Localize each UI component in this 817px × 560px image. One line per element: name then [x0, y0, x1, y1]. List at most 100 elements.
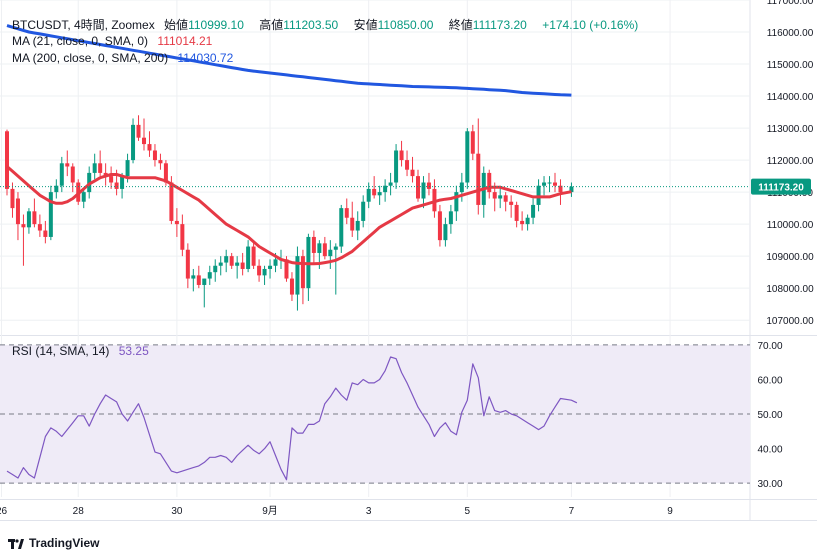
candle-up — [531, 198, 536, 225]
candle-down — [509, 195, 514, 218]
candle-up — [218, 256, 223, 276]
candle-body — [470, 131, 475, 154]
candle-up — [191, 268, 196, 292]
candle-body — [569, 186, 574, 193]
candle-up — [235, 256, 240, 279]
time-tick-label: 26 — [0, 506, 8, 517]
candle-body — [339, 208, 344, 247]
candle-down — [372, 176, 377, 199]
candle-down — [553, 172, 557, 193]
rsi-panel-background — [0, 344, 750, 484]
candle-body — [125, 160, 130, 177]
price-tick-label: 112000.00 — [767, 156, 814, 167]
candle-body — [514, 204, 519, 221]
price-tick-label: 109000.00 — [766, 252, 814, 263]
tradingview-text: TradingView — [29, 536, 100, 550]
candle-up — [388, 172, 393, 196]
candle-body — [43, 230, 48, 237]
candle-up — [328, 240, 333, 269]
last-price-label: 111173.20 — [758, 183, 804, 194]
candle-body — [163, 163, 168, 183]
legend-rsi[interactable]: RSI (14, SMA, 14) 53.25 — [12, 344, 155, 358]
candle-down — [65, 150, 70, 177]
candle-up — [498, 185, 503, 209]
candle-down — [21, 214, 26, 266]
candle-down — [470, 124, 475, 161]
candle-down — [410, 156, 415, 183]
candle-up — [454, 185, 459, 221]
candle-body — [174, 220, 179, 225]
low-value: 110850.00 — [377, 18, 434, 32]
candle-body — [350, 217, 355, 231]
price-tick-label: 108000.00 — [766, 284, 814, 295]
candle-down — [109, 166, 114, 189]
candle-body — [65, 163, 70, 167]
candle-up — [92, 153, 97, 180]
ma200-line — [6, 24, 572, 97]
candle-body — [454, 192, 459, 212]
candle-body — [421, 182, 426, 199]
candle-body — [196, 275, 201, 285]
candle-down — [10, 182, 15, 218]
candle-down — [196, 265, 201, 289]
candle-down — [503, 192, 508, 212]
candle-up — [448, 204, 453, 234]
candle-body — [229, 256, 234, 266]
candle-body — [70, 166, 75, 183]
rsi-value: 53.25 — [118, 344, 149, 358]
candle-body — [142, 137, 146, 145]
candle-body — [509, 201, 514, 205]
time-axis: 26 28 30 9月 3 5 7 9 — [0, 505, 673, 517]
candle-body — [333, 246, 338, 250]
legend-ma200[interactable]: MA (200, close, 0, SMA, 200) 114030.72 — [12, 51, 239, 65]
candle-body — [405, 160, 410, 170]
candle-body — [218, 262, 223, 266]
candle-body — [328, 249, 333, 257]
candle-down — [432, 179, 437, 218]
price-tick-label: 115000.00 — [767, 60, 814, 71]
candle-body — [257, 265, 262, 276]
candle-body — [300, 256, 305, 289]
overlays: 111173.20 — [0, 178, 811, 195]
candle-body — [202, 278, 207, 285]
high-label: 高値 — [259, 18, 284, 32]
rsi-series — [6, 356, 578, 481]
candle-body — [476, 153, 481, 205]
candle-body — [240, 262, 245, 269]
time-tick-label: 7 — [569, 506, 575, 517]
candle-body — [152, 150, 157, 161]
time-tick-label: 30 — [171, 506, 183, 517]
legend-ma21[interactable]: MA (21, close, 0, SMA, 0) 111014.21 — [12, 34, 218, 48]
open-value: 110999.10 — [188, 18, 244, 32]
time-tick-label: 9 — [667, 506, 673, 517]
candle-down — [311, 230, 316, 263]
rsi-label: RSI (14, SMA, 14) — [12, 344, 110, 358]
candle-body — [32, 211, 37, 225]
candle-body — [284, 259, 289, 279]
candle-down — [257, 259, 262, 282]
candle-up — [306, 233, 311, 301]
candle-body — [503, 195, 508, 202]
candle-up — [26, 208, 31, 234]
close-label: 終値 — [448, 18, 473, 32]
candle-body — [98, 163, 103, 173]
time-tick-label: 5 — [465, 506, 471, 517]
rsi-tick-label: 40.00 — [757, 445, 782, 456]
candle-body — [10, 188, 15, 209]
high-value: 111203.50 — [283, 18, 339, 32]
candle-up — [59, 156, 64, 193]
moving-average-lines — [6, 24, 572, 266]
candle-body — [103, 172, 108, 177]
candlestick-series — [5, 115, 574, 311]
candle-up — [54, 179, 59, 199]
price-tick-label: 107000.00 — [766, 316, 814, 327]
ma21-label: MA (21, close, 0, SMA, 0) — [12, 34, 149, 48]
tradingview-branding[interactable]: TradingView — [8, 536, 99, 550]
candle-down — [98, 150, 103, 177]
candle-body — [21, 224, 26, 228]
candle-up — [569, 182, 574, 197]
candle-up — [377, 185, 382, 205]
candle-body — [180, 224, 185, 250]
candle-body — [426, 182, 431, 189]
